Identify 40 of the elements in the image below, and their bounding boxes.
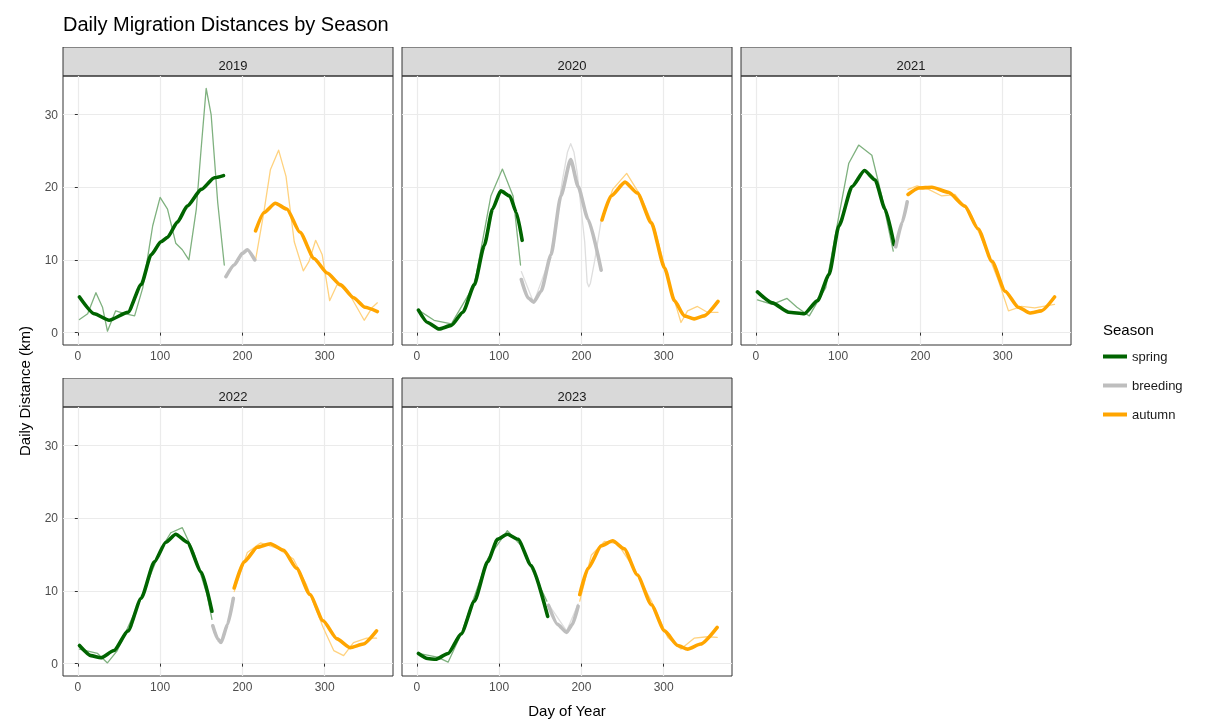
x-tick-label: 0 bbox=[74, 349, 82, 363]
y-tick-label: 10 bbox=[44, 583, 59, 598]
x-tick-label: 0 bbox=[413, 349, 421, 363]
x-tick-label: 300 bbox=[653, 349, 675, 363]
y-tick-label: 10 bbox=[44, 252, 59, 267]
legend-title: Season bbox=[1103, 321, 1154, 338]
x-tick-label: 0 bbox=[752, 349, 760, 363]
x-tick-label: 200 bbox=[910, 349, 931, 363]
chart-title: 2020 bbox=[557, 58, 587, 73]
x-tick-label: 0 bbox=[74, 680, 82, 694]
x-tick-label: 200 bbox=[232, 680, 253, 694]
y-axis-title: Daily Distance (km) bbox=[15, 325, 33, 457]
y-tick-label: 30 bbox=[44, 107, 59, 122]
y-tick-label: 30 bbox=[44, 438, 59, 453]
x-tick-label: 300 bbox=[314, 680, 336, 694]
x-tick-label: 300 bbox=[992, 349, 1014, 363]
y-tick-label: 0 bbox=[51, 325, 59, 340]
x-tick-label: 100 bbox=[150, 680, 171, 694]
x-tick-label: 100 bbox=[828, 349, 849, 363]
x-tick-label: 100 bbox=[150, 349, 171, 363]
y-tick-label: 0 bbox=[51, 656, 59, 671]
y-tick-label: 20 bbox=[44, 180, 59, 195]
chart-title: 2023 bbox=[557, 389, 587, 404]
x-axis-title: Day of Year bbox=[528, 702, 606, 719]
legend-label: spring bbox=[1132, 349, 1168, 364]
chart-subtitle: 2019 bbox=[218, 58, 248, 73]
x-tick-label: 300 bbox=[653, 680, 675, 694]
legend-label: autumn bbox=[1132, 407, 1176, 422]
chart-title: 2022 bbox=[218, 389, 248, 404]
legend-label: breeding bbox=[1132, 378, 1183, 393]
x-tick-label: 200 bbox=[232, 349, 253, 363]
x-tick-label: 200 bbox=[571, 349, 592, 363]
x-tick-label: 100 bbox=[489, 680, 510, 694]
x-tick-label: 0 bbox=[413, 680, 421, 694]
x-tick-label: 300 bbox=[314, 349, 336, 363]
x-tick-label: 200 bbox=[571, 680, 592, 694]
chart-title: Daily Migration Distances by Season bbox=[63, 13, 389, 36]
chart-title: 2021 bbox=[896, 58, 926, 73]
y-tick-label: 20 bbox=[44, 511, 59, 526]
x-tick-label: 100 bbox=[489, 349, 510, 363]
